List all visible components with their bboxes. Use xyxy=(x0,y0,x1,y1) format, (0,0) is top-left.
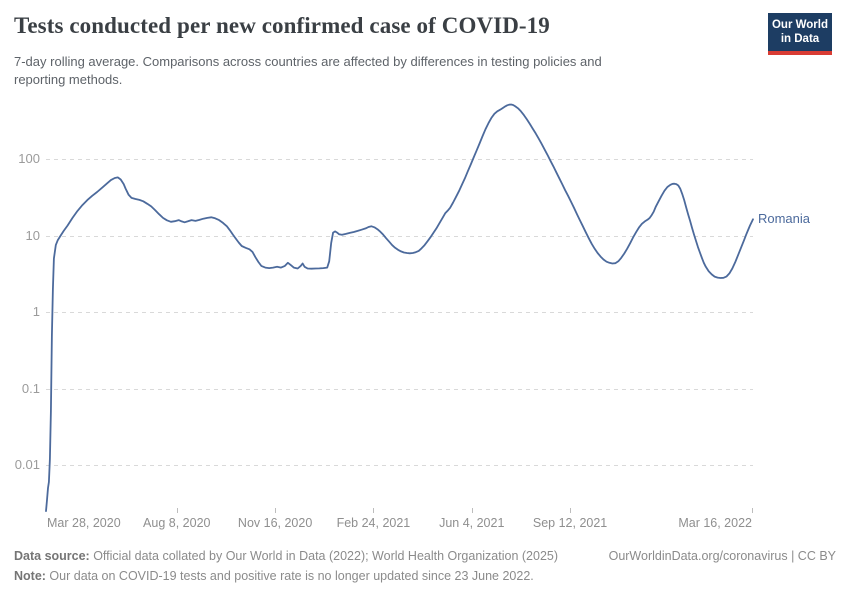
x-axis-label: Sep 12, 2021 xyxy=(532,516,608,530)
data-source-label: Data source: xyxy=(14,549,90,563)
chart-subtitle-line2: reporting methods. xyxy=(14,72,123,88)
x-axis-label: Aug 8, 2020 xyxy=(143,516,211,530)
series-label-romania[interactable]: Romania xyxy=(757,211,810,227)
footer-note-row: Note: Our data on COVID-19 tests and pos… xyxy=(14,569,836,583)
data-source-text: Data source: Official data collated by O… xyxy=(14,549,558,563)
data-source-value: Official data collated by Our World in D… xyxy=(89,549,559,563)
owid-logo[interactable]: Our World in Data xyxy=(768,13,832,55)
page-title: Tests conducted per new confirmed case o… xyxy=(14,13,550,38)
y-axis-label: 0.01 xyxy=(14,456,40,472)
x-axis-label: Jun 4, 2021 xyxy=(439,516,505,530)
chart-subtitle: 7-day rolling average. Comparisons acros… xyxy=(14,53,714,90)
note-value: Our data on COVID-19 tests and positive … xyxy=(45,569,534,583)
x-axis-label: Feb 24, 2021 xyxy=(336,516,411,530)
series-line-romania[interactable] xyxy=(45,103,754,512)
y-axis-label: 100 xyxy=(18,150,40,166)
footer-source-row: Data source: Official data collated by O… xyxy=(14,549,836,563)
y-axis-label: 1 xyxy=(32,303,40,319)
owid-credit-link[interactable]: OurWorldinData.org/coronavirus | CC BY xyxy=(608,549,836,563)
owid-logo-line2: in Data xyxy=(780,33,820,46)
owid-logo-line1: Our World xyxy=(771,19,828,31)
x-axis-label: Mar 16, 2022 xyxy=(678,516,752,530)
note-label: Note: xyxy=(14,569,46,583)
y-axis-label: 0.1 xyxy=(21,380,40,396)
x-axis-label: Mar 28, 2020 xyxy=(47,516,121,530)
y-axis-label: 10 xyxy=(25,227,40,243)
chart-subtitle-line1: 7-day rolling average. Comparisons acros… xyxy=(14,54,602,69)
x-axis-label: Nov 16, 2020 xyxy=(237,516,313,530)
